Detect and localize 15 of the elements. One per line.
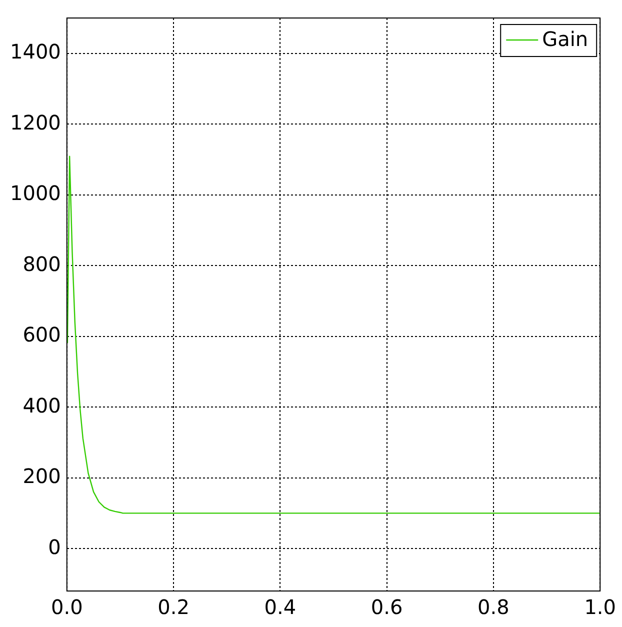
x-tick-label: 0.4: [264, 595, 296, 620]
legend-label: Gain: [542, 27, 588, 52]
y-tick-label: 600: [22, 322, 61, 347]
y-tick-label: 1000: [10, 181, 61, 206]
x-tick-label: 0.6: [370, 595, 403, 620]
y-tick-label: 1200: [10, 110, 61, 134]
x-tick-label: 0.8: [478, 595, 510, 620]
x-tick-label: 0.2: [158, 595, 190, 620]
x-tick-label: 0.0: [50, 595, 83, 620]
y-tick-label: 200: [22, 464, 61, 488]
y-tick-label: 400: [22, 393, 61, 418]
y-tick-label: 0: [48, 534, 61, 559]
y-tick-label: 800: [22, 252, 61, 276]
y-tick-label: 1400: [10, 40, 61, 64]
x-tick-label: 1.0: [584, 595, 616, 620]
